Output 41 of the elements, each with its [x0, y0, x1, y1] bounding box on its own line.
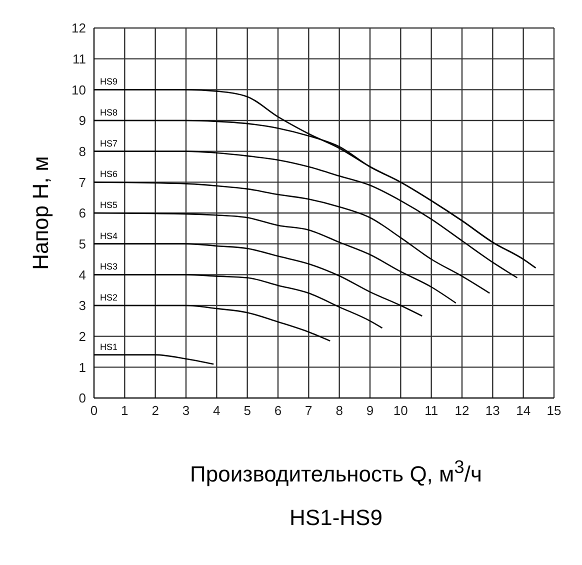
y-tick-label: 12: [72, 20, 86, 36]
series-label: HS3: [100, 262, 118, 272]
x-tick-label: 11: [424, 403, 438, 418]
series-label: HS9: [100, 76, 118, 87]
x-tick-label: 3: [182, 403, 190, 418]
series-label: HS5: [100, 200, 118, 210]
series-label: HS2: [100, 292, 118, 302]
y-tick-label: 10: [72, 82, 86, 98]
series-label: HS6: [100, 169, 118, 180]
y-tick-label: 7: [78, 174, 86, 190]
y-tick-label: 0: [78, 390, 86, 406]
y-axis-title: Напор H, м: [28, 156, 53, 270]
y-tick-label: 6: [78, 206, 86, 221]
text: HS1-HS9: [288, 505, 384, 532]
y-tick-label: 8: [78, 144, 86, 159]
x-tick-label: 0: [90, 403, 98, 418]
x-tick-label: 12: [454, 403, 470, 418]
x-axis-title: Производительность Q, м$^{3}$/ч: [189, 456, 483, 488]
x-tick-label: 10: [393, 403, 408, 418]
x-tick-label: 13: [485, 403, 500, 418]
series-label: HS7: [100, 138, 118, 148]
y-tick-label: 3: [78, 298, 86, 314]
y-tick-label: 5: [78, 236, 86, 252]
x-tick-label: 14: [516, 403, 531, 418]
x-tick-label: 6: [274, 403, 282, 418]
x-tick-label: 8: [336, 403, 343, 418]
y-tick-label: 4: [78, 267, 86, 282]
x-tick-label: 9: [366, 403, 374, 418]
y-tick-label: 2: [78, 328, 86, 344]
series-label: HS8: [100, 108, 118, 118]
x-tick-label: 5: [244, 403, 251, 418]
x-tick-label: 15: [546, 403, 562, 418]
series-label: HS1: [100, 342, 118, 352]
x-tick-label: 2: [152, 403, 159, 418]
x-tick-label: 1: [121, 403, 128, 418]
x-tick-label: 4: [213, 403, 220, 418]
series-label: HS4: [100, 230, 118, 241]
y-tick-label: 9: [78, 113, 86, 128]
x-tick-label: 7: [305, 403, 312, 418]
y-tick-label: 1: [78, 360, 86, 375]
y-tick-label: 11: [72, 51, 86, 66]
